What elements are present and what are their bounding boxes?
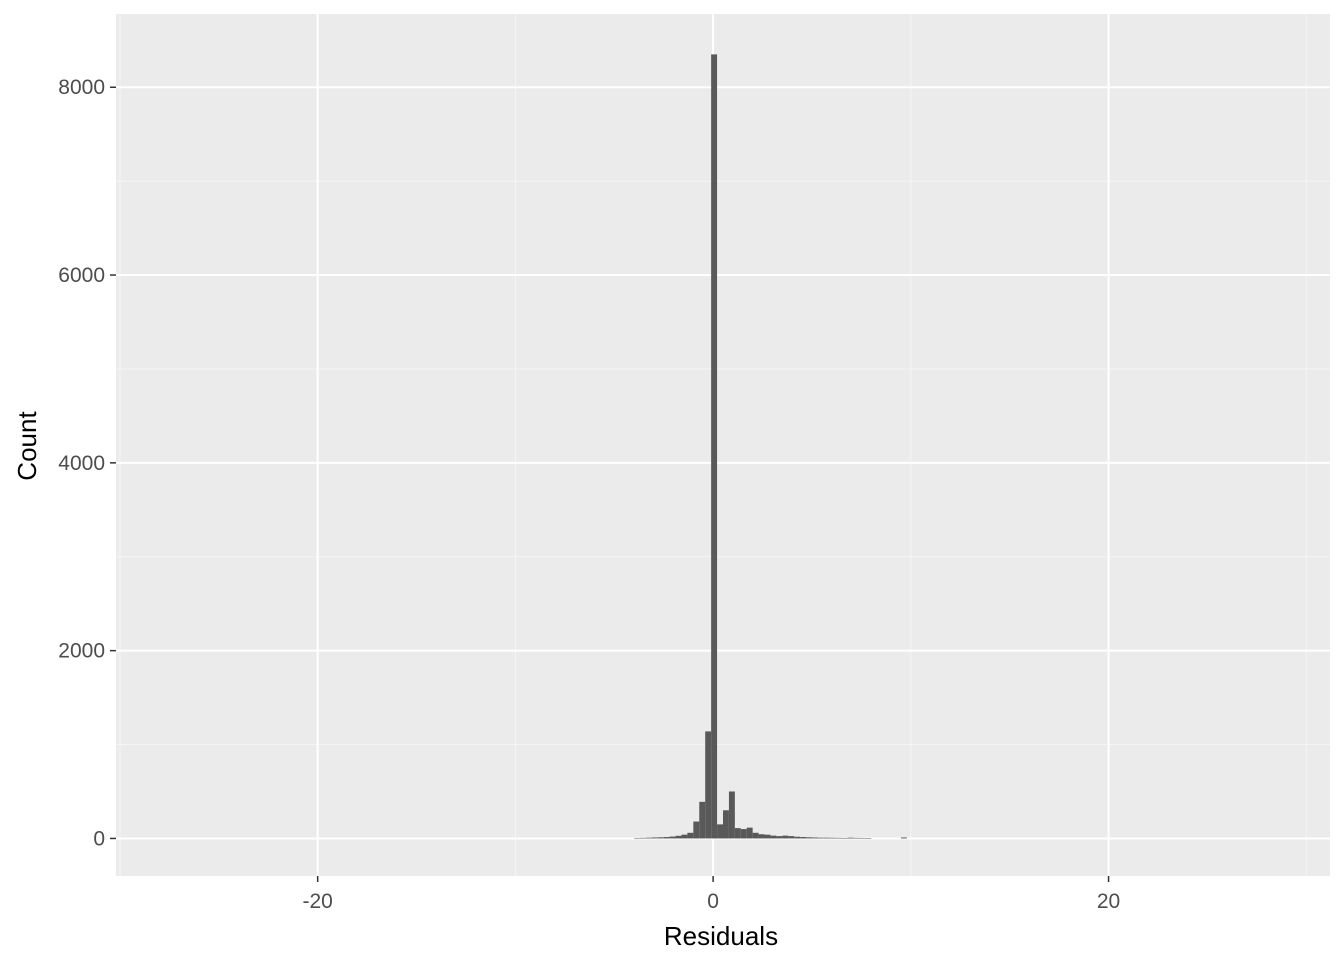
histogram-bar-21 xyxy=(758,834,765,839)
histogram-bar-28 xyxy=(800,837,807,839)
histogram-bar-15 xyxy=(723,810,729,839)
histogram-bar-29 xyxy=(806,837,812,839)
y-tick-label-0: 0 xyxy=(93,827,105,850)
x-tick-label-0: -20 xyxy=(302,890,332,913)
histogram-bar-40 xyxy=(900,837,907,839)
histogram-bar-38 xyxy=(859,837,866,839)
histogram-bar-17 xyxy=(734,828,741,839)
histogram-bar-19 xyxy=(746,827,753,839)
histogram-bar-16 xyxy=(728,791,735,839)
x-axis-ticks: -20 0 20 xyxy=(302,876,1120,913)
histogram-bar-35 xyxy=(841,837,848,839)
histogram-bar-14 xyxy=(717,824,723,839)
histogram-bar-1 xyxy=(639,837,646,839)
histogram-bar-5 xyxy=(663,837,670,839)
x-tick-label-2: 20 xyxy=(1097,890,1120,913)
histogram-bars xyxy=(634,54,907,839)
histogram-bar-11 xyxy=(699,801,706,839)
histogram-bar-31 xyxy=(817,837,824,839)
histogram-bar-20 xyxy=(752,832,759,839)
histogram-bar-33 xyxy=(829,837,836,839)
histogram-bar-37 xyxy=(853,837,860,839)
histogram-bar-26 xyxy=(788,836,795,839)
histogram-bar-30 xyxy=(811,837,818,839)
histogram-bar-18 xyxy=(740,829,747,839)
histogram-bar-3 xyxy=(651,837,658,839)
y-tick-label-2: 4000 xyxy=(58,452,105,475)
histogram-bar-24 xyxy=(776,836,783,839)
histogram-bar-27 xyxy=(794,836,801,839)
histogram-bar-32 xyxy=(823,837,830,839)
histogram-bar-0 xyxy=(634,837,640,839)
y-tick-label-3: 6000 xyxy=(58,264,105,287)
x-tick-label-1: 0 xyxy=(707,890,719,913)
histogram-bar-7 xyxy=(675,835,682,839)
y-tick-label-1: 2000 xyxy=(58,640,105,663)
histogram-bar-6 xyxy=(669,836,676,839)
histogram-bar-23 xyxy=(770,835,777,839)
histogram-bar-9 xyxy=(687,832,694,839)
histogram-bar-10 xyxy=(693,821,700,839)
histogram-bar-12 xyxy=(705,731,712,839)
y-axis-title: Count xyxy=(12,411,42,481)
histogram-bar-2 xyxy=(645,837,652,839)
histogram-bar-25 xyxy=(782,835,789,839)
y-tick-label-4: 8000 xyxy=(58,76,105,99)
histogram-bar-39 xyxy=(865,838,872,839)
x-axis-title: Residuals xyxy=(664,921,778,951)
histogram-bar-22 xyxy=(764,834,771,839)
y-axis-ticks: 0 2000 4000 6000 8000 xyxy=(58,76,116,850)
histogram-bar-36 xyxy=(847,837,854,839)
histogram-bar-13 xyxy=(711,54,718,839)
histogram-bar-8 xyxy=(681,834,688,839)
histogram-bar-34 xyxy=(835,837,842,839)
plot-panel xyxy=(116,14,1330,876)
histogram-bar-4 xyxy=(657,837,664,839)
